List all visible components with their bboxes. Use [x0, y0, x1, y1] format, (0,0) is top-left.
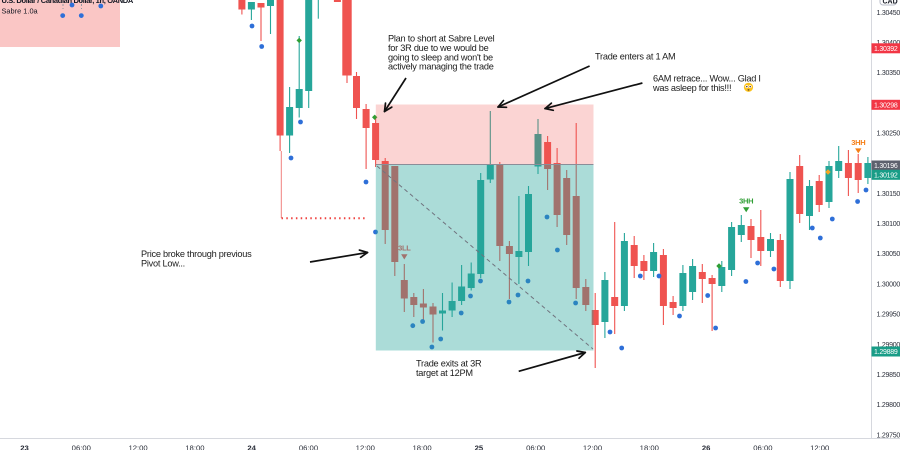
svg-text:U.S. Dollar / Canadian Dollar,: U.S. Dollar / Canadian Dollar, 1h, OANDA	[2, 0, 134, 5]
svg-text:Trade enters at 1 AM: Trade enters at 1 AM	[595, 52, 675, 62]
svg-text:1.29750: 1.29750	[877, 432, 900, 439]
svg-text:18:00: 18:00	[185, 443, 204, 450]
svg-text:Plan to short at Sabre Level: Plan to short at Sabre Level	[388, 34, 495, 44]
svg-text:1.30050: 1.30050	[877, 251, 900, 258]
svg-text:Price broke through previous: Price broke through previous	[141, 249, 252, 259]
svg-text:18:00: 18:00	[412, 443, 431, 450]
svg-text:12:00: 12:00	[128, 443, 147, 450]
svg-text:target at 12PM: target at 12PM	[416, 368, 473, 378]
svg-text:18:00: 18:00	[640, 443, 659, 450]
svg-text:CAD: CAD	[883, 0, 898, 6]
svg-text:1.29889: 1.29889	[874, 349, 898, 356]
svg-text:12:00: 12:00	[583, 443, 602, 450]
svg-text:1.29950: 1.29950	[877, 312, 900, 319]
svg-text:was asleep for this!!!: was asleep for this!!!	[652, 83, 731, 93]
svg-text:Pivot Low...: Pivot Low...	[141, 258, 185, 268]
svg-text:1.30298: 1.30298	[874, 102, 898, 109]
svg-text:Trade exits at 3R: Trade exits at 3R	[416, 359, 482, 369]
svg-text:1.30150: 1.30150	[877, 191, 900, 198]
svg-text:1.30450: 1.30450	[877, 10, 900, 17]
svg-text:going to sleep and won't be: going to sleep and won't be	[388, 52, 493, 62]
svg-text:1.30350: 1.30350	[877, 70, 900, 77]
svg-text:06:00: 06:00	[299, 443, 318, 450]
svg-text:1.30250: 1.30250	[877, 131, 900, 138]
svg-text:1.30192: 1.30192	[874, 172, 898, 179]
svg-text:1.29900: 1.29900	[877, 342, 900, 349]
svg-text:1.29850: 1.29850	[877, 372, 900, 379]
svg-text:1.29800: 1.29800	[877, 402, 900, 409]
svg-text:06:00: 06:00	[753, 443, 772, 450]
svg-text:12:00: 12:00	[356, 443, 375, 450]
svg-text:12:00: 12:00	[810, 443, 829, 450]
svg-text:26: 26	[702, 443, 711, 450]
svg-text:1.30392: 1.30392	[874, 46, 898, 53]
svg-text:3LL: 3LL	[398, 244, 411, 253]
svg-text:actively managing the trade: actively managing the trade	[388, 62, 494, 72]
svg-text:23: 23	[20, 443, 29, 450]
svg-text:06:00: 06:00	[526, 443, 545, 450]
svg-text:25: 25	[475, 443, 484, 450]
svg-text:1.30000: 1.30000	[877, 281, 900, 288]
svg-text:6AM retrace... Wow... Glad I: 6AM retrace... Wow... Glad I	[653, 74, 761, 84]
svg-text:for 3R due to we would be: for 3R due to we would be	[388, 43, 489, 53]
svg-text:06:00: 06:00	[72, 443, 91, 450]
svg-text:1.30100: 1.30100	[877, 221, 900, 228]
svg-text:24: 24	[247, 443, 256, 450]
svg-text:3HH: 3HH	[739, 197, 753, 206]
svg-text:Sabre 1.0a: Sabre 1.0a	[2, 7, 39, 16]
svg-text:1.30196: 1.30196	[874, 163, 898, 170]
svg-text:3HH: 3HH	[851, 138, 865, 147]
